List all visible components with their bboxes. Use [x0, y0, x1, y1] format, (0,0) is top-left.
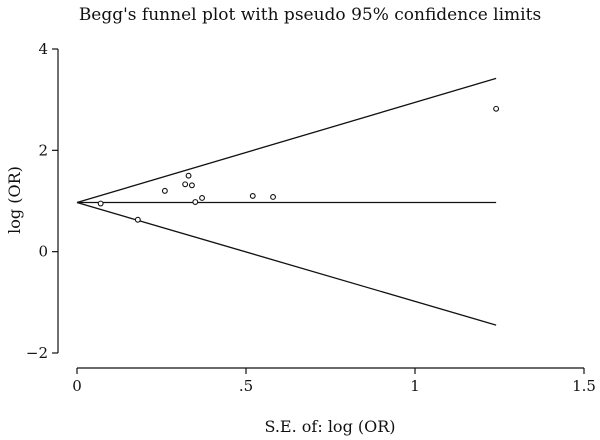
y-axis-label: log (OR)	[5, 166, 24, 234]
lower-confidence-limit-line	[76, 201, 497, 326]
axes: −2 0 2 4 0 .5 1 1.5	[26, 40, 596, 395]
y-tick-label: −2	[26, 344, 48, 362]
x-tick-label: 0	[72, 377, 82, 395]
study-point	[270, 193, 276, 200]
study-point	[249, 192, 256, 199]
confidence-lines	[76, 77, 497, 326]
study-point	[493, 105, 500, 112]
study-point	[97, 200, 104, 207]
study-points	[97, 105, 500, 223]
x-axis-label: S.E. of: log (OR)	[264, 417, 395, 436]
y-tick-label: 4	[38, 40, 48, 58]
x-tick-label: 1	[410, 377, 420, 395]
y-tick-label: 2	[38, 141, 48, 159]
study-point	[188, 182, 195, 189]
x-tick-label: .5	[239, 377, 253, 395]
study-point	[192, 199, 199, 205]
study-point	[182, 181, 189, 188]
y-tick-label: 0	[38, 243, 48, 261]
x-tick-label: 1.5	[572, 377, 596, 395]
chart-title: Begg's funnel plot with pseudo 95% confi…	[79, 5, 541, 25]
study-point	[199, 195, 206, 201]
upper-confidence-limit-line	[76, 77, 497, 204]
study-point	[185, 172, 192, 179]
study-point	[161, 187, 168, 194]
study-point	[134, 216, 141, 223]
